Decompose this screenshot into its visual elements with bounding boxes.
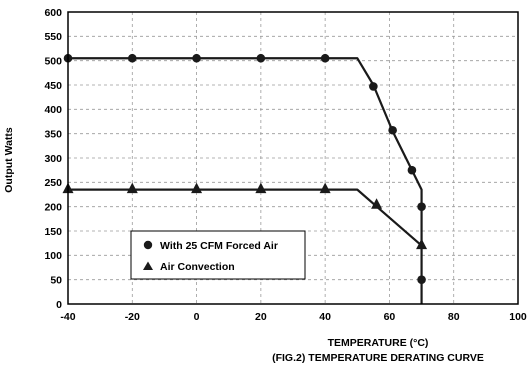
data-point-forced-air <box>320 53 330 63</box>
y-tick-label: 550 <box>44 31 62 43</box>
x-tick-label: 100 <box>509 311 527 323</box>
y-tick-label: 350 <box>44 128 62 140</box>
data-point-forced-air <box>388 125 397 135</box>
legend-label-forced-air: With 25 CFM Forced Air <box>160 240 278 252</box>
data-point-forced-air <box>127 53 137 63</box>
data-point-air-convection <box>126 182 138 194</box>
x-tick-label: -20 <box>125 311 140 323</box>
y-tick-label: 150 <box>44 226 62 238</box>
legend-marker-air-convection <box>143 261 153 270</box>
x-tick-label: 80 <box>448 311 460 323</box>
y-tick-label: 200 <box>44 201 62 213</box>
y-tick-label: 600 <box>44 7 62 19</box>
y-tick-label: 0 <box>56 299 62 311</box>
data-point-air-convection <box>416 238 428 250</box>
data-point-air-convection <box>319 182 331 194</box>
x-tick-label: 20 <box>255 311 267 323</box>
legend: With 25 CFM Forced Air Air Convection <box>130 230 306 280</box>
tick-labels: 050100150200250300350400450500550600-40-… <box>44 7 526 323</box>
y-tick-label: 500 <box>44 55 62 67</box>
y-axis-label: Output Watts <box>3 127 15 193</box>
data-point-forced-air <box>417 202 426 211</box>
legend-label-air-convection: Air Convection <box>160 261 235 273</box>
data-point-air-convection <box>191 182 203 194</box>
legend-box <box>130 230 306 280</box>
x-axis-label: TEMPERATURE (°C) <box>328 337 429 349</box>
data-point-forced-air <box>417 275 426 284</box>
data-point-forced-air <box>192 53 201 63</box>
series-layer <box>62 53 428 304</box>
y-tick-label: 300 <box>44 153 62 165</box>
x-tick-label: 40 <box>319 311 331 323</box>
data-point-air-convection <box>255 182 267 194</box>
y-tick-label: 50 <box>50 274 62 286</box>
x-tick-label: 0 <box>194 311 200 323</box>
chart-caption: (FIG.2) TEMPERATURE DERATING CURVE <box>272 352 484 364</box>
y-tick-label: 100 <box>44 250 62 262</box>
data-point-air-convection <box>371 198 383 209</box>
y-tick-label: 400 <box>44 104 62 116</box>
data-point-forced-air <box>256 53 266 63</box>
data-point-forced-air <box>369 82 378 91</box>
x-tick-label: 60 <box>384 311 396 323</box>
y-tick-label: 450 <box>44 80 62 92</box>
plot-frame <box>67 11 519 305</box>
x-tick-label: -40 <box>60 311 75 323</box>
series-line-air-convection <box>68 188 423 247</box>
y-tick-label: 250 <box>44 177 62 189</box>
data-point-forced-air <box>407 165 417 175</box>
legend-marker-forced-air <box>143 240 153 250</box>
